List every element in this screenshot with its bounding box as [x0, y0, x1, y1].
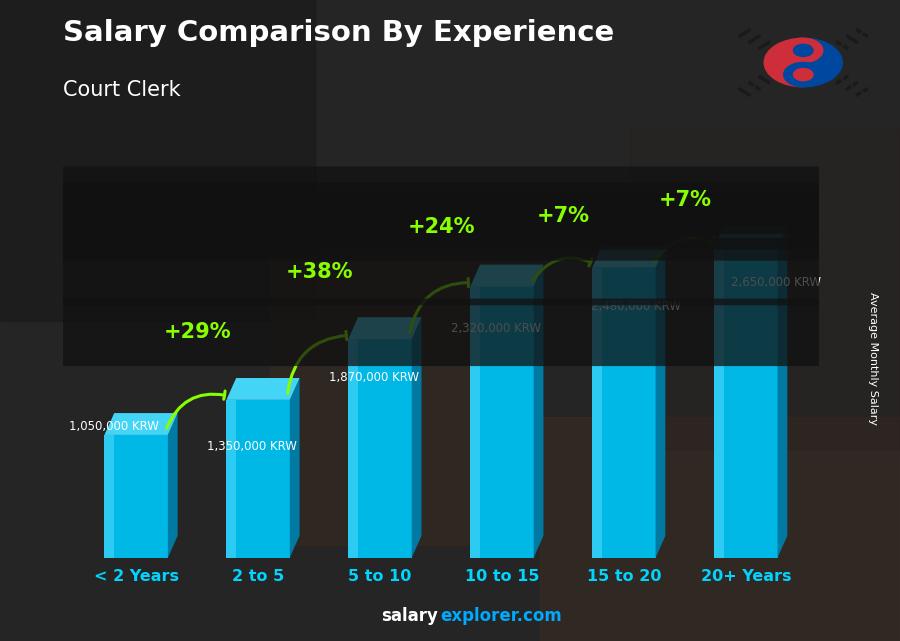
Text: salary: salary	[382, 607, 438, 625]
Text: +29%: +29%	[163, 322, 231, 342]
Text: 1,870,000 KRW: 1,870,000 KRW	[328, 371, 418, 384]
Text: Court Clerk: Court Clerk	[63, 80, 181, 100]
Polygon shape	[290, 378, 300, 558]
Circle shape	[784, 38, 823, 63]
Text: explorer.com: explorer.com	[440, 607, 562, 625]
Text: 2,650,000 KRW: 2,650,000 KRW	[732, 276, 822, 288]
Text: Salary Comparison By Experience: Salary Comparison By Experience	[63, 19, 614, 47]
Bar	[348, 339, 358, 558]
Text: +38%: +38%	[285, 262, 353, 281]
Polygon shape	[227, 378, 300, 400]
Circle shape	[0, 238, 900, 305]
Text: 1,050,000 KRW: 1,050,000 KRW	[69, 420, 159, 433]
Polygon shape	[411, 317, 421, 558]
Bar	[540, 417, 900, 641]
Bar	[592, 268, 602, 558]
Bar	[227, 400, 236, 558]
Bar	[227, 400, 290, 558]
Circle shape	[794, 69, 813, 81]
Polygon shape	[655, 246, 665, 558]
Bar	[714, 248, 724, 558]
Polygon shape	[348, 317, 421, 339]
Circle shape	[784, 62, 823, 87]
Bar	[270, 256, 495, 545]
Bar	[348, 339, 411, 558]
Text: 1,350,000 KRW: 1,350,000 KRW	[207, 440, 297, 453]
Bar	[714, 248, 778, 558]
Bar	[104, 435, 114, 558]
Polygon shape	[592, 246, 665, 268]
Bar	[592, 268, 655, 558]
Polygon shape	[778, 226, 788, 558]
Circle shape	[0, 299, 900, 366]
Text: +24%: +24%	[407, 217, 475, 237]
Polygon shape	[714, 226, 788, 248]
Wedge shape	[803, 38, 842, 87]
Bar	[630, 128, 900, 449]
Polygon shape	[168, 413, 177, 558]
Text: +7%: +7%	[659, 190, 711, 210]
Text: +7%: +7%	[536, 206, 590, 226]
Bar	[104, 435, 168, 558]
Polygon shape	[104, 413, 177, 435]
Bar	[471, 287, 480, 558]
Circle shape	[0, 167, 900, 234]
Circle shape	[794, 44, 813, 56]
Bar	[471, 287, 534, 558]
Circle shape	[0, 182, 900, 250]
Circle shape	[0, 193, 900, 261]
Wedge shape	[764, 38, 803, 87]
Text: 2,480,000 KRW: 2,480,000 KRW	[591, 299, 681, 313]
Bar	[0, 0, 315, 320]
Polygon shape	[471, 265, 544, 287]
Text: 2,320,000 KRW: 2,320,000 KRW	[451, 322, 541, 335]
Text: Average Monthly Salary: Average Monthly Salary	[868, 292, 878, 426]
Polygon shape	[534, 265, 544, 558]
